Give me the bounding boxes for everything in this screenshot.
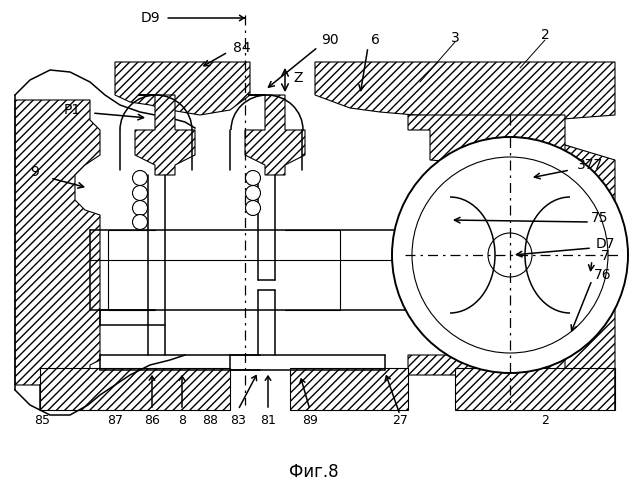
Text: 89: 89 xyxy=(302,414,318,426)
Circle shape xyxy=(412,157,608,353)
Text: 86: 86 xyxy=(144,414,160,426)
Text: 83: 83 xyxy=(230,414,246,426)
Text: 81: 81 xyxy=(260,414,276,426)
Polygon shape xyxy=(40,368,230,410)
Circle shape xyxy=(245,170,260,186)
Circle shape xyxy=(392,137,628,373)
Circle shape xyxy=(488,233,532,277)
Text: 27: 27 xyxy=(392,414,408,426)
Text: Z: Z xyxy=(293,71,303,85)
Text: 377: 377 xyxy=(577,158,603,172)
Text: P1: P1 xyxy=(64,103,81,117)
Circle shape xyxy=(133,214,147,230)
Polygon shape xyxy=(565,145,615,375)
Circle shape xyxy=(133,170,147,186)
Circle shape xyxy=(245,200,260,216)
Circle shape xyxy=(133,200,147,216)
Polygon shape xyxy=(290,368,408,410)
Text: 8: 8 xyxy=(178,414,186,426)
Text: 75: 75 xyxy=(591,211,609,225)
Text: 88: 88 xyxy=(202,414,218,426)
Text: 7: 7 xyxy=(601,249,610,263)
Polygon shape xyxy=(245,95,305,175)
Text: D7: D7 xyxy=(595,237,615,251)
Text: 2: 2 xyxy=(540,28,549,42)
Polygon shape xyxy=(15,100,100,385)
Polygon shape xyxy=(455,368,615,410)
Text: 76: 76 xyxy=(594,268,612,282)
Text: 9: 9 xyxy=(31,165,40,179)
Text: 6: 6 xyxy=(370,33,379,47)
Polygon shape xyxy=(315,62,615,120)
Text: 87: 87 xyxy=(107,414,123,426)
Text: D9: D9 xyxy=(140,11,160,25)
Circle shape xyxy=(245,186,260,200)
Text: 90: 90 xyxy=(321,33,339,47)
Circle shape xyxy=(133,186,147,200)
Text: 84: 84 xyxy=(233,41,251,55)
Polygon shape xyxy=(408,115,610,375)
Polygon shape xyxy=(115,62,250,115)
Text: 85: 85 xyxy=(34,414,50,426)
Polygon shape xyxy=(135,95,195,175)
Text: Фиг.8: Фиг.8 xyxy=(289,463,339,481)
Text: 3: 3 xyxy=(450,31,459,45)
Text: 2: 2 xyxy=(541,414,549,426)
